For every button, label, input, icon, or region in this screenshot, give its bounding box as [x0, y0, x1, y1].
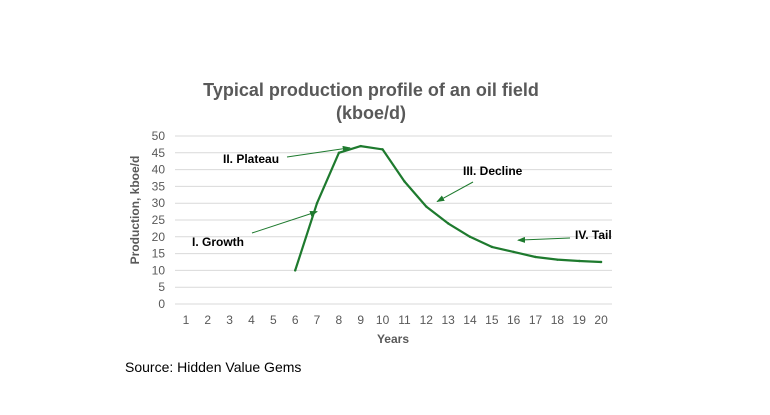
chart-title-line-1: Typical production profile of an oil fie…	[203, 80, 539, 100]
x-tick-label: 19	[573, 313, 587, 327]
annotation-arrow	[251, 210, 318, 234]
data-point	[403, 180, 406, 183]
x-tick-label: 7	[314, 313, 321, 327]
x-tick-label: 20	[594, 313, 608, 327]
data-point	[556, 258, 559, 261]
x-tick-label: 5	[270, 313, 277, 327]
x-tick-label: 1	[183, 313, 190, 327]
data-point	[512, 250, 515, 254]
series-line	[294, 145, 603, 272]
data-point	[381, 148, 384, 151]
y-tick-label: 20	[152, 230, 166, 244]
x-tick-label: 8	[336, 313, 343, 327]
x-tick-label: 17	[529, 313, 543, 327]
x-tick-label: 11	[398, 313, 411, 327]
x-tick-label: 10	[376, 313, 390, 327]
y-tick-label: 50	[152, 129, 166, 143]
data-point	[337, 151, 341, 154]
data-point	[578, 259, 581, 263]
y-tick-label: 5	[158, 280, 165, 294]
y-tick-label: 25	[152, 213, 166, 227]
y-tick-label: 15	[152, 247, 166, 261]
x-tick-label: 16	[507, 313, 521, 327]
x-tick-label: 4	[248, 313, 255, 327]
data-point	[425, 205, 428, 208]
x-axis-ticks: 1 2 3 4 5 6 7 8 9 10 11 12 13 14 15 16 17 18 19 20	[183, 313, 608, 327]
annotation-label: III. Decline	[463, 164, 523, 178]
x-tick-label: 3	[226, 313, 233, 327]
gridlines	[175, 135, 612, 305]
y-tick-label: 30	[152, 196, 166, 210]
x-tick-label: 6	[292, 313, 299, 327]
annotation-label: IV. Tail	[575, 228, 612, 242]
y-axis-ticks: 0 5 10 15 20 25 30 35 40 45 50	[152, 129, 166, 311]
data-point	[468, 235, 472, 238]
x-tick-label: 15	[485, 313, 499, 327]
data-point	[293, 269, 297, 272]
source-note: Source: Hidden Value Gems	[125, 359, 302, 375]
data-point	[359, 144, 362, 148]
data-point	[534, 255, 537, 259]
data-point	[490, 245, 494, 249]
annotation-label: II. Plateau	[223, 152, 279, 166]
annotation-arrow	[286, 145, 351, 158]
annotation-arrow	[436, 181, 474, 202]
data-point	[315, 202, 319, 205]
annotations: I. Growth II. Plateau III. Decline IV. Tail	[192, 145, 612, 249]
x-tick-label: 14	[463, 313, 477, 327]
x-tick-label: 18	[551, 313, 565, 327]
x-tick-label: 9	[357, 313, 364, 327]
y-tick-label: 45	[152, 146, 166, 160]
data-point	[446, 222, 450, 225]
annotation-arrow	[517, 236, 571, 243]
x-axis-title: Years	[377, 332, 409, 346]
x-tick-label: 12	[420, 313, 434, 327]
chart-title-line-2: (kboe/d)	[336, 103, 406, 123]
y-tick-label: 0	[158, 297, 165, 311]
y-tick-label: 40	[152, 163, 166, 177]
x-tick-label: 13	[441, 313, 455, 327]
annotation-label: I. Growth	[192, 235, 244, 249]
y-axis-title: Production, kboe/d	[128, 156, 142, 265]
y-tick-label: 10	[152, 263, 166, 277]
data-point	[599, 260, 603, 264]
series-layer	[293, 144, 603, 272]
x-tick-label: 2	[204, 313, 211, 327]
y-tick-label: 35	[152, 179, 166, 193]
